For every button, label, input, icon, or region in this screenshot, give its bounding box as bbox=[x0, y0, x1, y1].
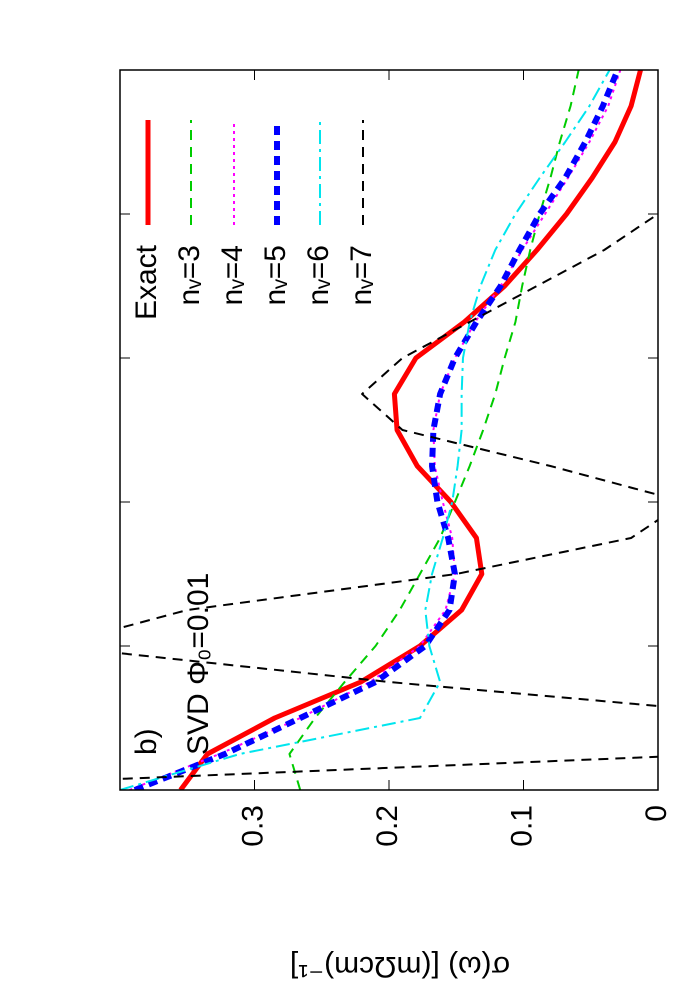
y-tick-label: 0.1 bbox=[505, 805, 538, 847]
rotated-plot: σ(ω) [(mΩcm)⁻¹] b) SVD Φ₀=0.01 0 0.1 0.2 0.… bbox=[119, 69, 673, 983]
legend-label: nᵥ=5 bbox=[259, 245, 292, 306]
legend-label: nᵥ=3 bbox=[173, 245, 206, 306]
y-tick-label: 0.2 bbox=[371, 805, 404, 847]
legend-label: nᵥ=4 bbox=[216, 245, 249, 306]
plot-frame bbox=[119, 69, 659, 791]
y-axis-label: σ(ω) [(mΩcm)⁻¹] bbox=[290, 950, 510, 983]
series-line bbox=[178, 70, 643, 790]
y-tick-label: 0.3 bbox=[236, 805, 269, 847]
series-line bbox=[288, 70, 580, 790]
series-line bbox=[120, 70, 611, 790]
legend-label: nᵥ=6 bbox=[302, 245, 335, 306]
annotation: SVD Φ₀=0.01 bbox=[182, 573, 215, 755]
legend-label: nᵥ=7 bbox=[345, 245, 378, 306]
annotation: b) bbox=[130, 728, 163, 755]
plot-area bbox=[120, 70, 658, 790]
legend-label: Exact bbox=[130, 244, 163, 320]
y-tick-label: 0 bbox=[640, 805, 673, 822]
series-line bbox=[120, 70, 658, 790]
